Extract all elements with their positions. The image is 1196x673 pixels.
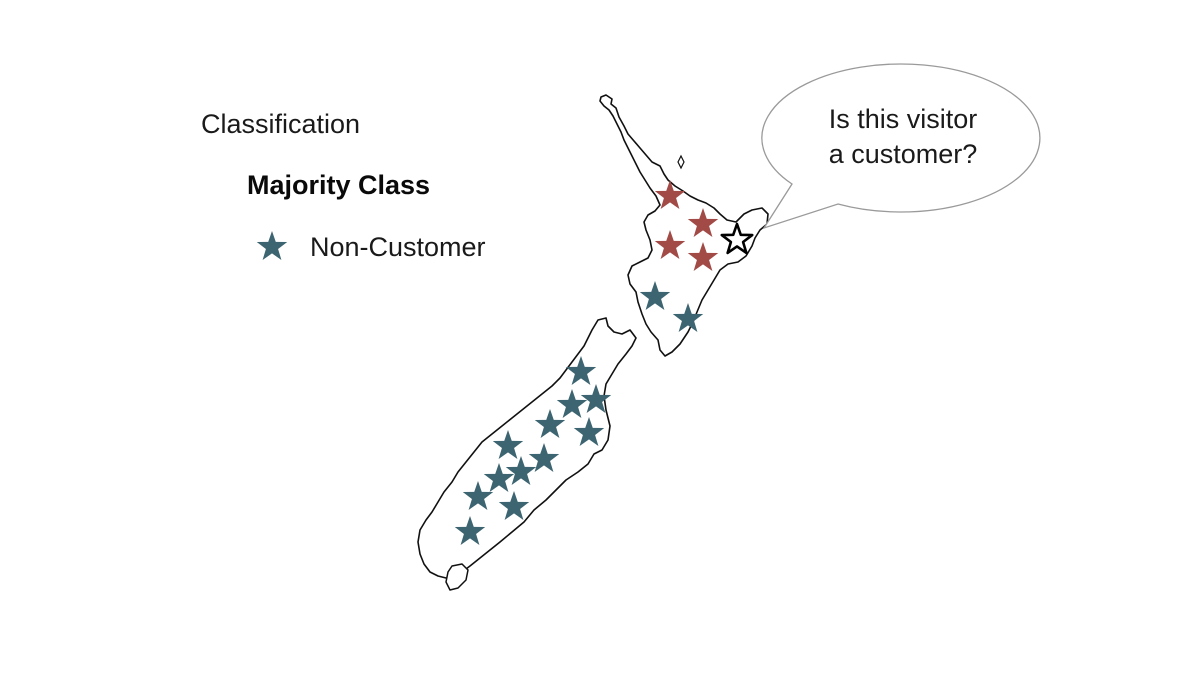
legend-label: Non-Customer [310,231,486,262]
majority-class-heading: Majority Class [247,170,431,200]
north-island-inlet [677,154,685,170]
speech-bubble-line-1: Is this visitor [828,104,978,134]
legend-item-non-customer: Non-Customer [255,229,486,265]
non-customer-legend-star-icon [256,231,288,260]
north-island-outline [599,94,769,357]
classification-heading: Classification [201,109,361,139]
speech-bubble-text: Is this visitor a customer? [790,102,1016,172]
speech-bubble-line-2: a customer? [828,139,978,169]
south-island-outline [417,317,637,579]
stewart-island-outline [445,563,469,591]
speech-bubble [761,63,1041,230]
